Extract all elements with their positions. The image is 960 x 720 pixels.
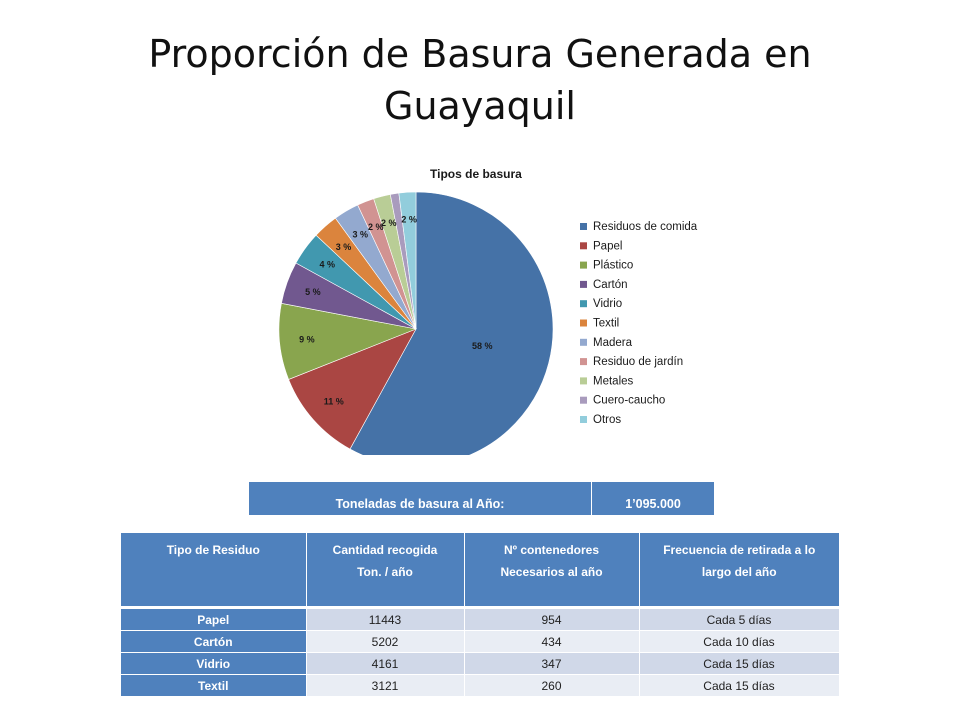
legend-swatch-papel [580,242,587,250]
pie-label-papel: 11 % [324,397,344,407]
pie-slice-papel [288,328,417,450]
table-row: Textil 3121 260 Cada 15 días [121,674,840,697]
legend-label-otros: Otros [593,414,621,426]
legend-label-cuero-caucho: Cuero-caucho [593,395,665,407]
legend-swatch-textil [580,319,587,327]
pie-slice-otros [398,191,417,330]
legend-label-carton: Cartón [593,279,628,291]
col-header-frecuencia: Frecuencia de retirada a lo largo del añ… [639,533,839,609]
legend-label-vidrio: Vidrio [593,298,622,310]
page-title-line-1: Proporción de Basura Generada en [148,32,812,76]
legend-label-papel: Papel [593,240,622,252]
pie-label-residuo-de-jardin: 2 % [368,222,384,232]
legend-swatch-madera [580,338,587,346]
amount-cell: 5202 [306,630,465,653]
row-type-cell: Vidrio [121,652,307,675]
total-value: 1’095.000 [591,481,715,516]
pie-chart: Tipos de basura 58 %11 %9 %5 %4 %3 %3 %2… [278,167,698,455]
col-header-cantidad-line-1: Cantidad recogida [332,543,438,557]
row-type-cell: Cartón [121,630,307,653]
legend-swatch-vidrio [580,300,587,308]
pie-labels: 58 %11 %9 %5 %4 %3 %3 %2 %2 % 2 % [299,215,492,407]
legend-label-plastico: Plástico [593,260,633,272]
col-header-contenedores: Nº contenedores Necesarios al año [464,533,640,609]
pie-label-textil: 3 % [336,242,352,252]
legend-swatch-carton [580,280,587,288]
page-title-line-2: Guayaquil [384,84,576,128]
page-title: Proporción de Basura Generada en Guayaqu… [0,28,960,132]
table-row: Cartón 5202 434 Cada 10 días [121,630,840,653]
amount-cell: 11443 [306,607,465,631]
pie-slices [278,191,554,455]
legend-label-madera: Madera [593,337,633,349]
chart-title: Tipos de basura [430,167,522,181]
legend-label-metales: Metales [593,375,634,387]
containers-cell: 954 [464,607,640,631]
col-header-cantidad: Cantidad recogida Ton. / año [306,533,465,609]
pie-label-madera: 3 % [352,230,368,240]
row-type-cell: Papel [121,607,307,631]
col-header-contenedores-line-2: Necesarios al año [500,565,603,579]
frequency-cell: Cada 10 días [639,630,840,653]
col-header-tipo-text: Tipo de Residuo [166,543,260,557]
table-row: Papel 11443 954 Cada 5 días [121,607,840,631]
pie-label-metales: 2 % [381,218,397,228]
pie-label-otros: 2 % [401,215,417,225]
legend-swatch-otros [580,416,587,423]
frequency-cell: Cada 5 días [639,607,840,631]
col-header-contenedores-line-1: Nº contenedores [503,543,600,557]
legend-label-residuo-de-jardin: Residuo de jardín [593,356,683,368]
legend-swatch-residuo-de-jardin [580,358,587,366]
waste-collection-table: Tipo de Residuo Cantidad recogida Ton. /… [121,533,840,697]
containers-cell: 434 [464,630,640,653]
frequency-cell: Cada 15 días [639,652,840,675]
col-header-cantidad-line-2: Ton. / año [357,565,413,579]
row-type-cell: Textil [121,674,307,697]
containers-cell: 347 [464,652,640,675]
table-header-row: Tipo de Residuo Cantidad recogida Ton. /… [121,533,839,609]
col-header-frecuencia-line-2: largo del año [701,565,777,579]
containers-cell: 260 [464,674,640,697]
legend-label-textil: Textil [593,318,619,330]
pie-label-vidrio: 4 % [320,260,336,270]
amount-cell: 4161 [306,652,465,675]
col-header-tipo: Tipo de Residuo [121,533,307,609]
pie-slice-residuos-de-comida [349,191,554,455]
legend-swatch-residuos-de-comida [580,223,587,230]
chart-legend: Residuos de comida Papel Plástico Cartón Vid… [580,221,698,426]
legend-swatch-metales [580,377,587,385]
col-header-frecuencia-line-1: Frecuencia de retirada a lo [663,543,816,557]
legend-swatch-plastico [580,261,587,269]
frequency-cell: Cada 15 días [639,674,840,697]
legend-swatch-cuero-caucho [580,396,587,404]
pie-label-carton: 5 % [305,287,321,297]
total-tonnage-table: Toneladas de basura al Año: 1’095.000 [248,481,715,516]
pie-label-residuos-de-comida: 58 % [472,341,493,351]
pie-label-plastico: 9 % [299,334,315,344]
table-row: Vidrio 4161 347 Cada 15 días [121,652,840,675]
total-label: Toneladas de basura al Año: [248,481,592,516]
legend-label-residuos-de-comida: Residuos de comida [593,221,698,233]
amount-cell: 3121 [306,674,465,697]
